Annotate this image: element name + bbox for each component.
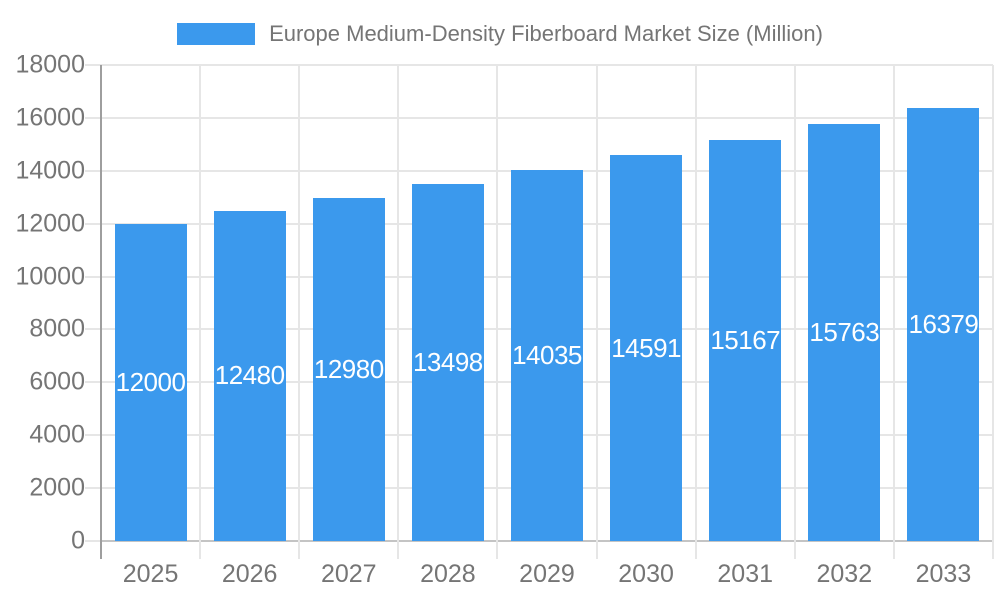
y-axis-tick-label: 16000 — [15, 103, 85, 132]
bar-2030[interactable] — [610, 155, 683, 541]
x-axis-label: 2029 — [519, 560, 575, 588]
y-axis-tick-label: 12000 — [15, 209, 85, 238]
category-separator-line — [199, 65, 202, 559]
category-separator-line — [992, 65, 994, 559]
x-axis-label: 2032 — [816, 560, 873, 588]
plot-area: 12000 12480 12980 13498 14035 14591 15167 15763… — [85, 64, 994, 559]
x-axis-baseline — [101, 540, 993, 542]
y-axis-tick — [85, 381, 101, 384]
y-axis-tick — [85, 64, 101, 66]
category-separator-line — [397, 65, 400, 559]
category-separator-line — [298, 65, 301, 559]
x-axis-label: 2030 — [618, 560, 674, 588]
y-axis-tick-label: 2000 — [29, 473, 85, 502]
bar-2028[interactable] — [411, 184, 484, 541]
y-axis-tick — [85, 487, 101, 490]
y-axis-tick — [85, 116, 101, 119]
y-axis-tick — [85, 275, 101, 278]
chart-title: Europe Medium-Density Fiberboard Market … — [269, 21, 823, 46]
x-axis-label: 2033 — [915, 560, 972, 588]
x-axis-label: 2026 — [221, 560, 278, 588]
y-axis-tick-label: 10000 — [15, 262, 85, 291]
y-axis-tick-label: 6000 — [29, 367, 85, 396]
category-separator-line — [595, 65, 598, 559]
y-axis-tick — [85, 540, 101, 542]
bar-2033[interactable] — [907, 107, 980, 541]
category-separator-line — [892, 65, 895, 559]
bar-2031[interactable] — [709, 139, 782, 541]
x-axis-label: 2027 — [320, 560, 377, 588]
bar-2032[interactable] — [808, 124, 881, 541]
y-axis-tick — [85, 169, 101, 172]
category-separator-line — [793, 65, 796, 559]
y-axis-tick-label: 18000 — [15, 50, 85, 79]
bar-2027[interactable] — [312, 197, 385, 541]
gridline — [101, 116, 993, 119]
bar-2025[interactable] — [114, 223, 187, 541]
category-separator-line — [496, 65, 499, 559]
y-axis-tick — [85, 222, 101, 225]
legend-swatch-icon — [177, 23, 256, 45]
y-axis-tick — [85, 434, 101, 437]
y-axis-line — [100, 65, 102, 559]
gridline — [101, 64, 993, 66]
bar-2026[interactable] — [213, 210, 286, 541]
y-axis-tick — [85, 328, 101, 331]
y-axis-tick-label: 8000 — [29, 314, 85, 343]
bar-2029[interactable] — [511, 169, 583, 541]
x-axis-label: 2028 — [420, 560, 476, 588]
x-axis-label: 2031 — [717, 560, 774, 588]
y-axis-tick-label: 4000 — [29, 420, 85, 449]
y-axis-tick-label: 0 — [71, 526, 85, 555]
chart-legend[interactable]: Europe Medium-Density Fiberboard Market … — [0, 21, 1000, 47]
category-separator-line — [694, 65, 697, 559]
y-axis-tick-label: 14000 — [15, 156, 85, 185]
x-axis-label: 2025 — [122, 560, 179, 588]
